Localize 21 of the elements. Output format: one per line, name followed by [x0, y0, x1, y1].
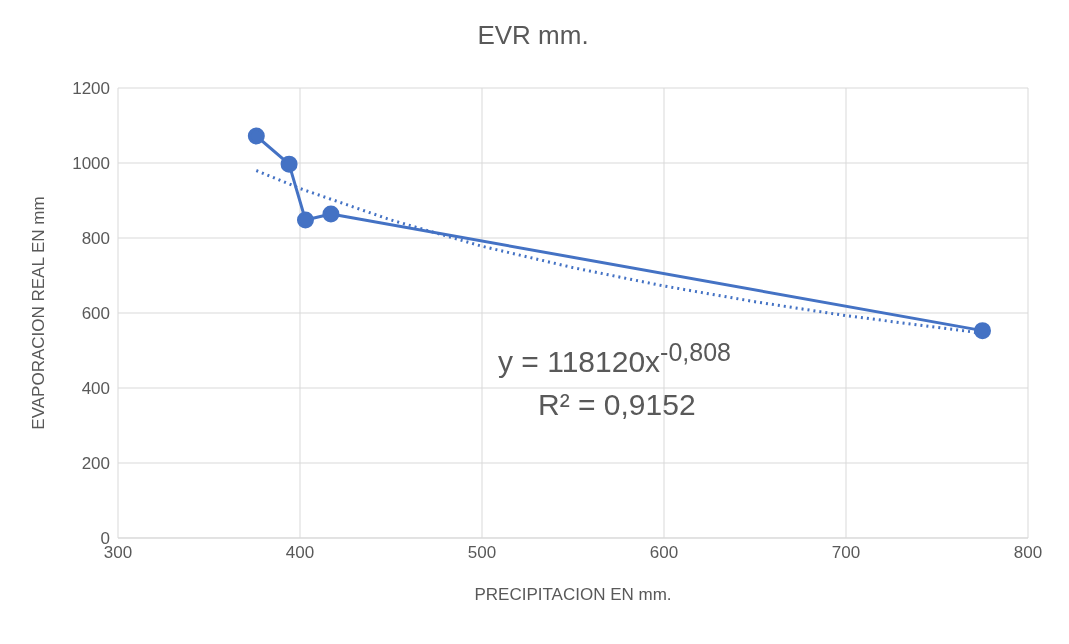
x-tick-label: 600 — [649, 543, 679, 563]
point — [974, 322, 991, 340]
annotation: y = 118120x$^{-0,808}$ — [498, 338, 731, 379]
point — [296, 211, 314, 229]
y-tick-label: 1000 — [72, 154, 110, 174]
point — [322, 205, 340, 223]
y-tick-label: 400 — [81, 379, 110, 399]
y-tick-label: 1200 — [72, 79, 110, 99]
x-axis-title: PRECIPITACION EN mm. — [474, 585, 672, 604]
point — [280, 155, 298, 173]
y-tick-label: 600 — [81, 304, 110, 324]
chart-title: EVR mm. — [476, 20, 590, 51]
y-tick-label: 200 — [81, 454, 110, 474]
y-tick-label: 800 — [81, 229, 110, 249]
annotation: R² = 0,9152 — [538, 388, 696, 422]
x-tick-label: 700 — [831, 543, 861, 563]
x-tick-label: 800 — [1013, 543, 1043, 563]
y-axis-title: EVAPORACION REAL EN mm — [29, 196, 49, 430]
x-tick-label: 500 — [467, 543, 497, 563]
point — [247, 127, 265, 145]
x-tick-label: 400 — [285, 543, 315, 563]
